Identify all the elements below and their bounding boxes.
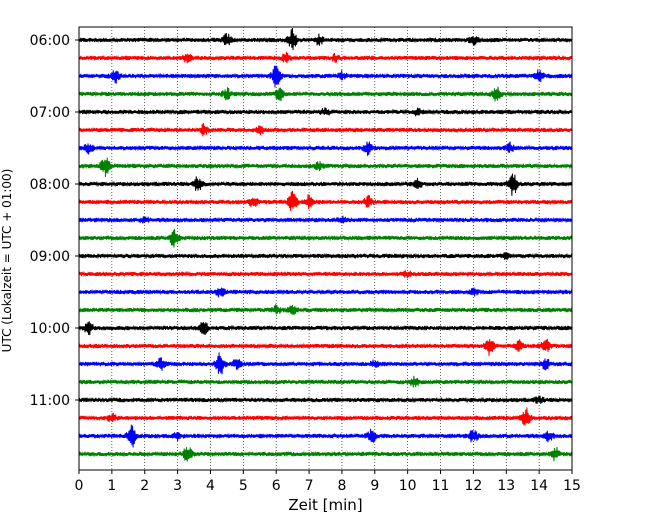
trace-line (78, 407, 573, 426)
y-tick-label: 10:00 (30, 321, 70, 337)
x-tick-label: 11 (432, 478, 450, 494)
trace-line (78, 447, 573, 462)
x-tick-label: 5 (239, 478, 248, 494)
trace-line (78, 157, 573, 178)
x-tick-label: 3 (173, 478, 182, 494)
trace-line (78, 228, 573, 248)
trace-line (78, 321, 573, 336)
trace-line (78, 215, 573, 224)
x-tick-label: 7 (305, 478, 314, 494)
x-tick-label: 0 (75, 478, 84, 494)
x-tick-label: 4 (206, 478, 215, 494)
x-tick-label: 13 (497, 478, 515, 494)
trace-line (78, 252, 573, 261)
x-axis-ticks: 0 1 2 3 4 5 6 7 8 9 10 11 12 13 14 15 (75, 470, 581, 494)
x-tick-label: 6 (272, 478, 281, 494)
trace-line (78, 51, 573, 64)
x-tick-label: 2 (140, 478, 149, 494)
trace-line (78, 304, 573, 315)
x-axis-label: Zeit [min] (288, 496, 362, 514)
trace-line (78, 27, 573, 51)
trace-line (78, 173, 573, 196)
trace-line (78, 338, 573, 356)
y-axis-ticks: 06:00 07:00 08:00 09:00 10:00 11:00 (30, 33, 79, 409)
trace-line (78, 123, 573, 137)
x-tick-label: 8 (337, 478, 346, 494)
trace-line (78, 141, 573, 156)
trace-line (78, 270, 573, 279)
y-tick-label: 06:00 (30, 33, 70, 49)
trace-line (78, 395, 573, 404)
trace-line (78, 375, 573, 388)
plot-frame (78, 26, 573, 471)
y-tick-label: 11:00 (30, 393, 70, 409)
trace-line (78, 424, 573, 448)
traces (78, 27, 573, 462)
x-tick-label: 10 (399, 478, 417, 494)
y-tick-label: 07:00 (30, 105, 70, 121)
x-tick-label: 14 (530, 478, 548, 494)
y-tick-label: 09:00 (30, 249, 70, 265)
y-axis-label: UTC (Lokalzeit = UTC + 01:00) (0, 169, 14, 353)
trace-line (78, 86, 573, 102)
trace-line (78, 352, 573, 375)
x-tick-label: 1 (107, 478, 116, 494)
trace-line (78, 65, 573, 88)
trace-line (78, 107, 573, 117)
trace-line (78, 190, 573, 212)
y-tick-label: 08:00 (30, 177, 70, 193)
x-tick-label: 12 (464, 478, 482, 494)
x-tick-label: 15 (563, 478, 581, 494)
x-tick-label: 9 (370, 478, 379, 494)
trace-line (78, 287, 573, 298)
